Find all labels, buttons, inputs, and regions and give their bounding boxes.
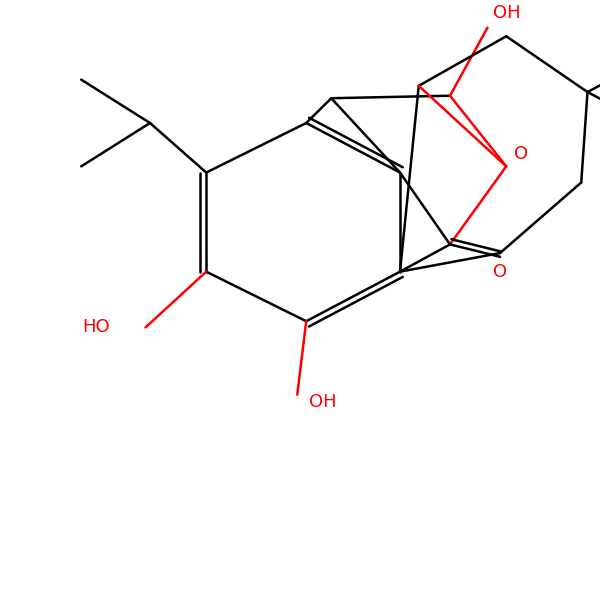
Text: O: O — [493, 263, 507, 281]
Text: OH: OH — [309, 393, 337, 411]
Text: HO: HO — [82, 319, 110, 337]
Text: O: O — [514, 145, 529, 163]
Text: OH: OH — [493, 4, 521, 22]
